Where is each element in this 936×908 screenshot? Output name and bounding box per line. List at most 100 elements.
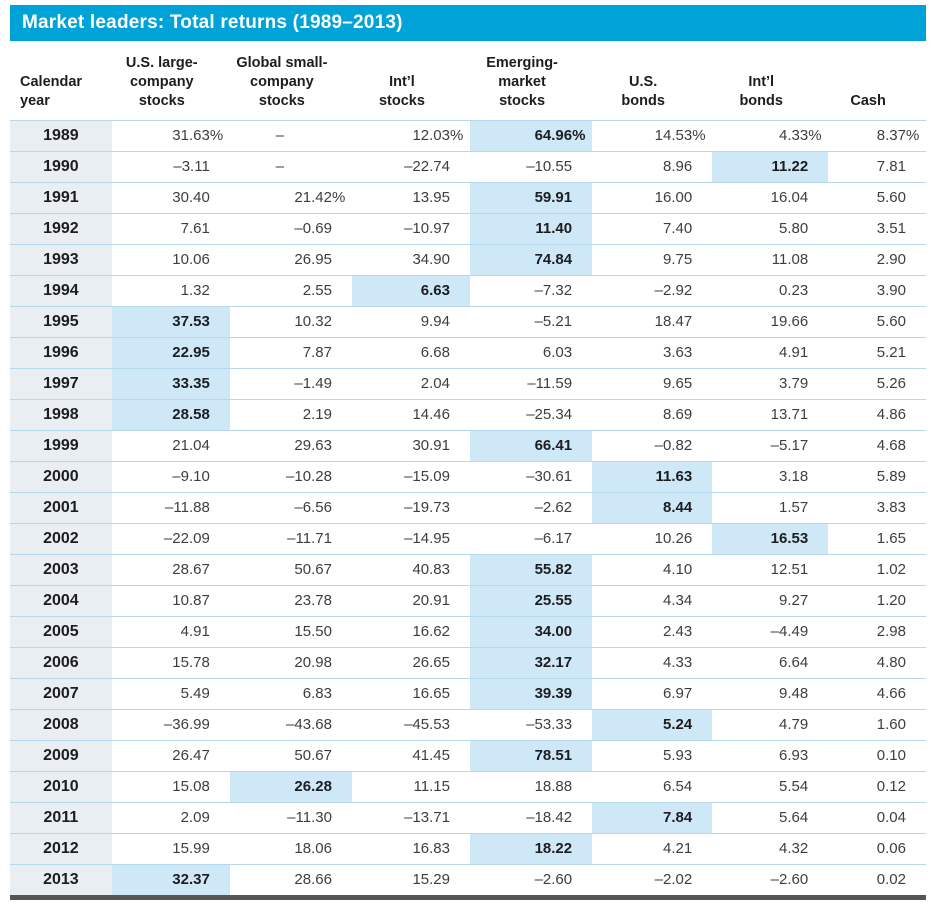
value-cell: –0.69 (294, 220, 332, 238)
year-cell: 2006 (10, 647, 112, 679)
value-cell: 26.47 (172, 747, 210, 765)
value-cell: 18.47 (654, 313, 693, 331)
value-cell: 3.51 (876, 220, 906, 238)
value-cell: 15.78 (172, 654, 210, 672)
value-cell: –13.71 (404, 809, 450, 827)
table-row: 2002 –22.09 –11.71 –14.95 –6.17 10.26 16.53 1.6… (10, 523, 926, 555)
value-cell: 4.10 (663, 561, 693, 579)
column-header: Global small- company stocks (236, 55, 328, 109)
value-cell: 16.83 (412, 840, 450, 858)
value-cell: –5.21 (534, 313, 573, 331)
value-cell: 6.54 (663, 778, 693, 796)
year-cell: 2005 (10, 616, 112, 648)
value-cell: – (275, 127, 285, 145)
value-cell: 8.69 (663, 406, 693, 424)
value-cell: 20.91 (412, 592, 450, 610)
value-cell: –22.74 (404, 158, 450, 176)
year-cell: 1989 (10, 120, 112, 152)
page-title: Market leaders: Total returns (1989–2013… (22, 12, 403, 33)
table-row: 1997 33.35 –1.49 2.04 –11.59 9.65 3.79 5.26 (10, 368, 926, 400)
year-cell: 1999 (10, 430, 112, 462)
value-cell: 28.58 (111, 399, 230, 431)
value-cell: 37.53 (111, 306, 230, 338)
value-cell: 4.32 (779, 840, 809, 858)
value-cell: 1.32 (180, 282, 210, 300)
value-cell: 0.10 (876, 747, 906, 765)
value-cell: 28.66 (294, 871, 332, 889)
value-cell: 6.93 (779, 747, 809, 765)
value-cell: 10.87 (172, 592, 210, 610)
header-row: Calendar year U.S. large- company stocks G… (10, 41, 926, 120)
value-cell: 11.63 (592, 461, 713, 493)
value-cell: –2.92 (654, 282, 693, 300)
column-header: Cash (850, 92, 886, 109)
value-cell: 2.55 (302, 282, 332, 300)
column-header: Emerging- market stocks (486, 55, 558, 109)
value-cell: 22.95 (111, 337, 230, 369)
value-cell: –4.49 (770, 623, 809, 641)
value-cell: 1.60 (876, 716, 906, 734)
year-cell: 2008 (10, 709, 112, 741)
value-cell: 32.37 (111, 864, 230, 898)
year-cell: 2011 (10, 802, 112, 834)
column-header: U.S. large- company stocks (125, 55, 198, 109)
value-cell: 21.04 (172, 437, 210, 455)
year-cell: 2007 (10, 678, 112, 710)
value-cell: 1.57 (779, 499, 809, 517)
table-row: 2013 32.37 28.66 15.29 –2.60 –2.02 –2.60 0.02 (10, 864, 926, 898)
value-cell: 10.26 (654, 530, 693, 548)
year-cell: 1997 (10, 368, 112, 400)
table-row: 2003 28.67 50.67 40.83 55.82 4.10 12.51 1.02 (10, 554, 926, 586)
value-cell: 2.04 (420, 375, 450, 393)
value-cell: –11.88 (165, 499, 210, 517)
value-cell: 5.93 (663, 747, 693, 765)
value-cell: –18.42 (526, 809, 573, 827)
value-cell: 8.37% (876, 127, 920, 145)
value-cell: 55.82 (469, 554, 593, 586)
value-cell: 1.02 (876, 561, 906, 579)
value-cell: 20.98 (294, 654, 332, 672)
value-cell: 3.90 (876, 282, 906, 300)
value-cell: 7.61 (180, 220, 210, 238)
value-cell: –10.55 (526, 158, 573, 176)
value-cell: 19.66 (770, 313, 809, 331)
table-row: 2009 26.47 50.67 41.45 78.51 5.93 6.93 0.10 (10, 740, 926, 772)
value-cell: –30.61 (526, 468, 573, 486)
value-cell: –11.71 (287, 530, 332, 548)
year-cell: 2003 (10, 554, 112, 586)
value-cell: –2.60 (534, 871, 573, 889)
value-cell: 4.68 (876, 437, 906, 455)
value-cell: 31.63% (172, 127, 224, 145)
table-row: 1991 30.40 21.42% 13.95 59.91 16.00 16.04 5.60 (10, 182, 926, 214)
value-cell: 23.78 (294, 592, 332, 610)
table-row: 1989 31.63% – 12.03% 64.96% 14.53% 4.33% 8.37% (10, 120, 926, 152)
value-cell: 26.28 (229, 771, 352, 803)
value-cell: 14.53% (654, 127, 706, 145)
value-cell: 0.04 (876, 809, 906, 827)
value-cell: 41.45 (412, 747, 450, 765)
value-cell: 15.08 (172, 778, 210, 796)
column-header: Int’l stocks (378, 73, 425, 109)
year-cell: 2010 (10, 771, 112, 803)
value-cell: 11.40 (469, 213, 593, 245)
table-row: 2004 10.87 23.78 20.91 25.55 4.34 9.27 1.20 (10, 585, 926, 617)
value-cell: –2.60 (770, 871, 809, 889)
value-cell: 0.06 (876, 840, 906, 858)
value-cell: 34.90 (412, 251, 450, 269)
value-cell: – (275, 158, 285, 176)
value-cell: 5.26 (876, 375, 906, 393)
value-cell: 16.62 (412, 623, 450, 641)
value-cell: –10.28 (286, 468, 332, 486)
value-cell: 3.18 (779, 468, 809, 486)
value-cell: 15.50 (294, 623, 332, 641)
value-cell: 50.67 (294, 561, 332, 579)
value-cell: –3.11 (173, 158, 210, 176)
returns-table: Calendar year U.S. large- company stocks G… (10, 41, 926, 900)
table-row: 1992 7.61 –0.69 –10.97 11.40 7.40 5.80 3.51 (10, 213, 926, 245)
value-cell: 9.27 (779, 592, 809, 610)
value-cell: 28.67 (172, 561, 210, 579)
value-cell: 6.97 (663, 685, 693, 703)
value-cell: 9.94 (420, 313, 450, 331)
value-cell: 4.80 (876, 654, 906, 672)
